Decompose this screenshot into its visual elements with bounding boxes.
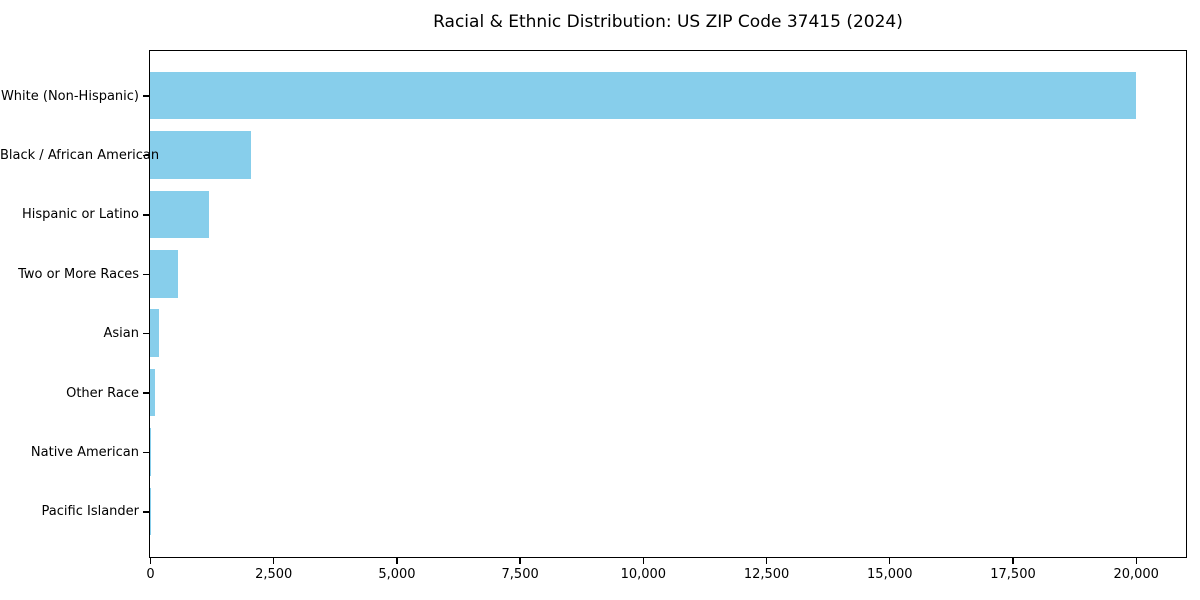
y-tick-mark [143,154,149,157]
bar-black-african-american [150,131,252,179]
y-axis-label: Native American [30,445,139,461]
y-tick-mark [143,95,149,97]
y-axis-label: Black / African American [0,147,160,163]
x-tick-mark [519,558,521,564]
x-axis-tick-label: 17,500 [990,567,1036,582]
x-axis-tick-label: 5,000 [378,567,416,582]
y-tick-mark [143,451,149,454]
bar-asian [150,309,160,357]
plot-area [149,50,1187,558]
chart-title: Racial & Ethnic Distribution: US ZIP Cod… [433,12,903,32]
x-axis-tick-label: 12,500 [743,567,790,582]
y-tick-mark [143,273,149,275]
y-axis-label: Other Race [66,385,139,401]
y-axis-label: Pacific Islander [41,504,139,520]
x-tick-mark [1135,558,1137,564]
x-tick-mark [642,558,644,564]
x-tick-mark [765,558,768,564]
bar-other-race [150,368,155,417]
bar-white-non-hispanic [150,71,1136,120]
bar-native-american [150,428,152,476]
x-axis-tick-label: 10,000 [620,567,667,582]
y-axis-label: Asian [103,326,139,342]
bar-hispanic-or-latino [150,190,210,239]
y-tick-mark [143,511,149,513]
x-tick-mark [149,558,152,564]
x-axis-tick-label: 15,000 [867,567,913,582]
x-tick-mark [396,558,398,564]
x-axis-tick-label: 7,500 [501,567,539,582]
x-tick-mark [273,558,275,564]
y-tick-mark [143,214,149,216]
x-axis-tick-label: 2,500 [255,567,293,582]
x-tick-mark [1012,558,1014,564]
bar-two-or-more-races [150,250,179,298]
x-tick-mark [889,558,891,564]
y-axis-label: White (Non-Hispanic) [0,88,139,104]
y-axis-label: Two or More Races [18,266,139,282]
y-tick-mark [143,333,149,335]
x-axis-tick-label: 20,000 [1113,567,1159,582]
x-axis-tick-label: 0 [146,567,155,582]
y-tick-mark [143,392,149,394]
y-axis-label: Hispanic or Latino [21,207,139,223]
